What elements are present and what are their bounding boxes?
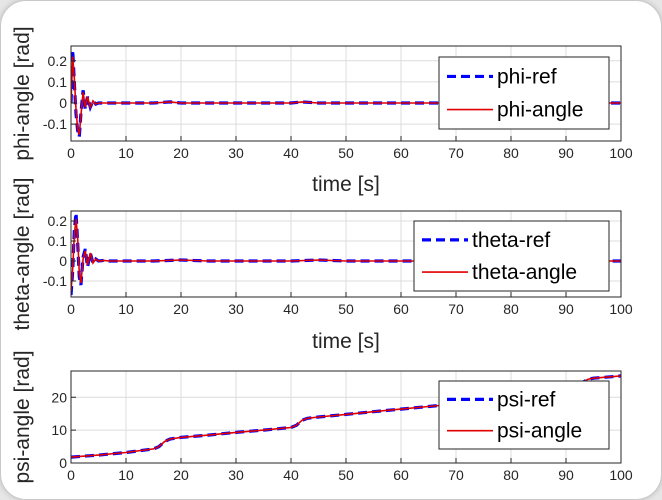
x-tick-label: 60 [393,301,409,317]
legend-label: phi-angle [497,99,583,122]
y-tick-label: 0.2 [48,53,68,69]
y-tick-label: 0.2 [48,213,68,229]
y-tick-label: 0.1 [48,74,68,90]
x-tick-label: 80 [503,145,519,161]
x-tick-label: 0 [67,467,75,483]
legend-label: psi-ref [497,388,556,411]
x-tick-label: 90 [558,145,574,161]
x-tick-label: 70 [448,145,464,161]
x-tick-label: 30 [228,301,244,317]
x-tick-label: 30 [228,145,244,161]
subplot-3: 0 10 20 30 40 50 60 70 80 90 100 0 10 20 psi-angle [ra… [11,350,633,483]
x-tick-label: 70 [448,467,464,483]
legend-label: theta-angle [472,261,577,284]
legend-label: theta-ref [472,229,550,252]
y-axis-label: phi-angle [rad] [11,26,34,160]
y-axis-label: psi-angle [rad] [11,350,34,483]
x-tick-label: 40 [283,145,299,161]
x-tick-label: 50 [338,301,354,317]
x-tick-label: 50 [338,467,354,483]
y-axis-label: theta-angle [rad] [11,178,34,331]
x-tick-label: 20 [173,145,189,161]
y-tick-label: -0.1 [43,273,67,289]
x-tick-label: 40 [283,301,299,317]
x-tick-label: 80 [503,301,519,317]
x-axis-label: time [s] [312,173,380,196]
x-tick-label: 0 [67,301,75,317]
x-tick-label: 20 [173,301,189,317]
x-tick-label: 90 [558,467,574,483]
legend-label: psi-angle [497,420,582,443]
x-tick-label: 60 [393,467,409,483]
x-tick-label: 80 [503,467,519,483]
x-tick-label: 90 [558,301,574,317]
x-tick-label: 10 [118,145,134,161]
y-tick-label: 0 [59,455,67,471]
legend: psi-ref psi-angle [438,380,610,450]
y-tick-label: -0.1 [43,116,67,132]
x-tick-label: 20 [173,467,189,483]
x-tick-label: 40 [283,467,299,483]
x-tick-label: 50 [338,145,354,161]
x-tick-label: 100 [609,467,633,483]
x-tick-label: 10 [118,467,134,483]
legend-box [413,220,610,292]
y-tick-label: 0.1 [48,233,68,249]
legend: phi-ref phi-angle [438,56,610,130]
x-tick-label: 0 [67,145,75,161]
legend-box [438,380,610,450]
y-tick-label: 0 [59,95,67,111]
x-tick-label: 30 [228,467,244,483]
x-tick-label: 70 [448,301,464,317]
y-tick-label: 0 [59,253,67,269]
legend-box [438,56,610,130]
legend-label: phi-ref [497,65,557,88]
y-tick-label: 20 [51,389,67,405]
x-tick-label: 60 [393,145,409,161]
y-tick-label: 10 [51,422,67,438]
x-tick-label: 100 [609,145,633,161]
legend: theta-ref theta-angle [413,220,610,292]
x-tick-label: 10 [118,301,134,317]
x-tick-label: 100 [609,301,633,317]
x-axis-label: time [s] [312,330,380,353]
